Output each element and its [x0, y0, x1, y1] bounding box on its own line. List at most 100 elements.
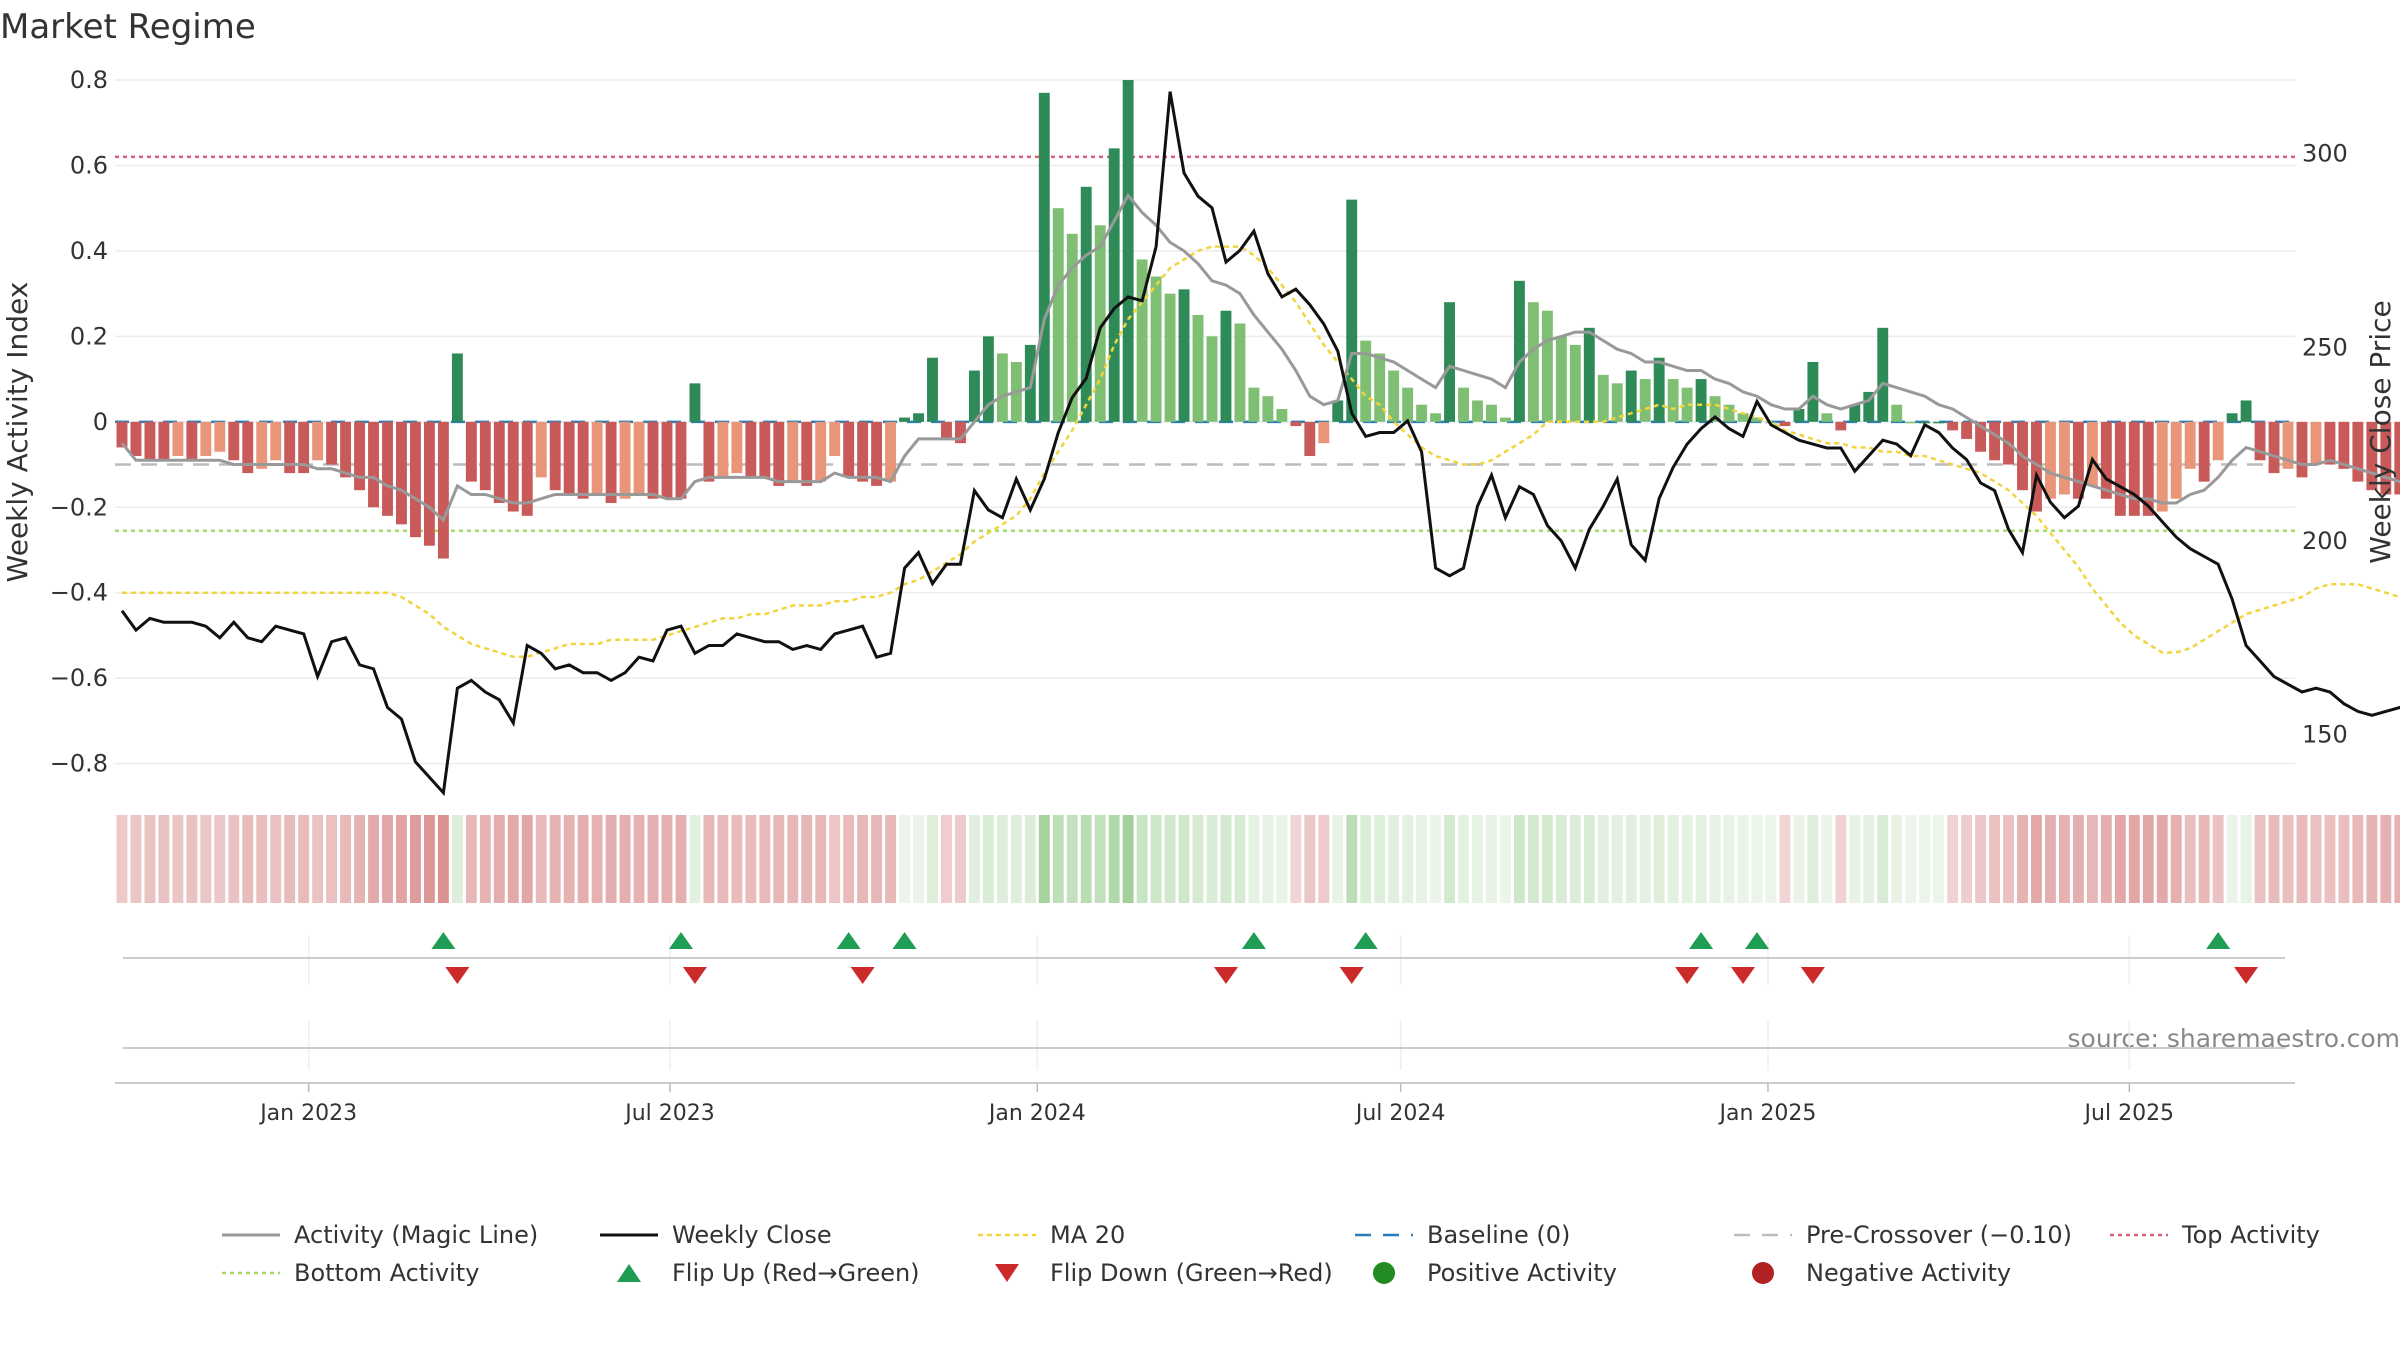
activity-bar: [1081, 187, 1092, 422]
heat-cell: [983, 815, 994, 903]
activity-bar: [634, 422, 645, 495]
y-right-tick-label: 250: [2302, 333, 2348, 361]
activity-bar: [1891, 405, 1902, 422]
activity-bar: [1332, 400, 1343, 421]
activity-bar: [536, 422, 547, 478]
activity-bar: [452, 353, 463, 421]
y-right-axis-label: Weekly Close Price: [2364, 300, 2397, 563]
flip-up-marker: [1745, 932, 1769, 949]
activity-bar: [1528, 302, 1539, 422]
activity-bar: [1779, 422, 1790, 426]
heat-cell: [1486, 815, 1497, 903]
activity-bar: [1486, 405, 1497, 422]
heat-cell: [1123, 815, 1134, 903]
heat-cell: [969, 815, 980, 903]
activity-bar: [2115, 422, 2126, 516]
legend-label: Activity (Magic Line): [294, 1221, 538, 1249]
activity-bar: [2157, 422, 2168, 512]
activity-bar: [1668, 379, 1679, 422]
heat-cell: [2115, 815, 2126, 903]
heat-cell: [1612, 815, 1623, 903]
y-left-tick-label: 0.8: [70, 66, 108, 94]
flip-up-marker: [669, 932, 693, 949]
activity-bar: [1346, 200, 1357, 422]
flip-down-marker: [1214, 967, 1238, 984]
activity-bar: [801, 422, 812, 486]
activity-bar: [969, 371, 980, 422]
magic-line: [122, 195, 2400, 520]
activity-bar: [1472, 400, 1483, 421]
activity-bar: [1304, 422, 1315, 456]
activity-bar: [1053, 208, 1064, 422]
heat-cell: [2031, 815, 2042, 903]
activity-bar: [1123, 80, 1134, 422]
activity-bar: [396, 422, 407, 525]
heat-cell: [634, 815, 645, 903]
heat-cell: [815, 815, 826, 903]
activity-bar: [172, 422, 183, 456]
legend-swatch: [995, 1264, 1019, 1282]
activity-bar: [1151, 277, 1162, 422]
heat-cell: [745, 815, 756, 903]
heat-cell: [1500, 815, 1511, 903]
heat-cell: [1374, 815, 1385, 903]
heat-cell: [1193, 815, 1204, 903]
heat-cell: [2045, 815, 2056, 903]
heat-cell: [2171, 815, 2182, 903]
activity-bar: [2045, 422, 2056, 499]
flip-up-marker: [1242, 932, 1266, 949]
activity-bar: [927, 358, 938, 422]
activity-bar: [550, 422, 561, 490]
heat-cell: [857, 815, 868, 903]
heat-cell: [1053, 815, 1064, 903]
activity-bar: [899, 418, 910, 422]
legend-item-bottom: Bottom Activity: [222, 1259, 479, 1287]
heat-cell: [410, 815, 421, 903]
legend-label: Flip Down (Green→Red): [1050, 1259, 1333, 1287]
activity-bar: [1416, 405, 1427, 422]
heat-cell: [1668, 815, 1679, 903]
heat-cell: [2394, 815, 2400, 903]
activity-bar: [1542, 311, 1553, 422]
heat-cell: [2227, 815, 2238, 903]
legend-label: Positive Activity: [1427, 1259, 1617, 1287]
activity-bar: [1835, 422, 1846, 431]
heat-cell: [1933, 815, 1944, 903]
activity-bar: [1444, 302, 1455, 422]
activity-bar: [1989, 422, 2000, 460]
activity-bar: [1961, 422, 1972, 439]
activity-bar: [144, 422, 155, 460]
heat-cell: [801, 815, 812, 903]
activity-bar: [1193, 315, 1204, 422]
flip-up-marker: [893, 932, 917, 949]
flip-down-marker: [1731, 967, 1755, 984]
heat-cell: [1835, 815, 1846, 903]
y-right-tick-label: 150: [2302, 721, 2348, 749]
heat-cell: [1919, 815, 1930, 903]
heat-cell: [731, 815, 742, 903]
activity-bar: [200, 422, 211, 456]
activity-bar: [186, 422, 197, 460]
heat-cell: [550, 815, 561, 903]
flip-up-marker: [837, 932, 861, 949]
heat-cell: [941, 815, 952, 903]
activity-bar: [1388, 371, 1399, 422]
heat-cell: [242, 815, 253, 903]
heat-cell: [270, 815, 281, 903]
heat-cell: [1724, 815, 1735, 903]
y-left-tick-label: 0: [93, 408, 108, 436]
activity-bar: [2297, 422, 2308, 478]
heat-cell: [1738, 815, 1749, 903]
activity-bar: [773, 422, 784, 486]
heat-cell: [1039, 815, 1050, 903]
heat-cell: [466, 815, 477, 903]
activity-bar: [1402, 388, 1413, 422]
activity-bar: [1179, 289, 1190, 421]
heat-cell: [2338, 815, 2349, 903]
heat-cell: [885, 815, 896, 903]
activity-bar: [2255, 422, 2266, 460]
heat-cell: [1570, 815, 1581, 903]
heat-cell: [340, 815, 351, 903]
heat-cell: [2283, 815, 2294, 903]
